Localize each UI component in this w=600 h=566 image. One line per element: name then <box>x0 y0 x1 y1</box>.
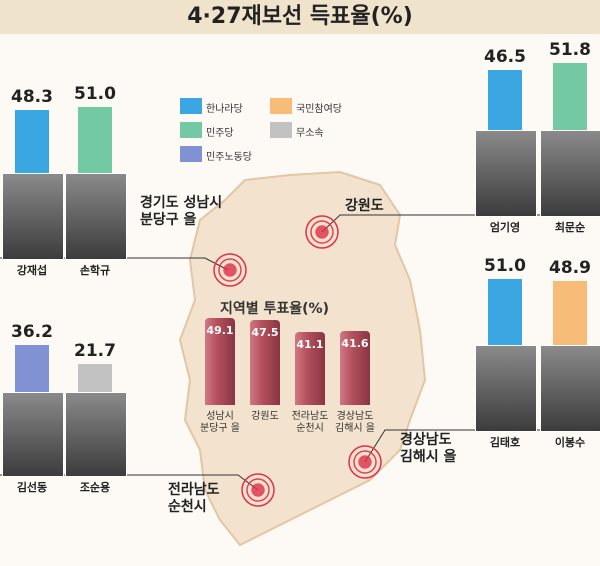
region-target <box>223 263 237 277</box>
candidate-photo <box>65 173 127 260</box>
turnout-bar <box>205 317 235 405</box>
region-target <box>358 455 372 469</box>
turnout-bar <box>340 330 370 405</box>
region-target <box>251 483 265 497</box>
turnout-bar <box>295 331 325 405</box>
vote-label: 51.0 <box>484 255 526 276</box>
vote-label: 48.9 <box>549 258 591 279</box>
legend-swatch <box>180 122 202 138</box>
turnout-title: 지역별 투표율(%) <box>220 301 329 317</box>
turnout-category: 경상남도 김해시 을 <box>335 411 375 434</box>
vote-bar <box>78 106 112 173</box>
region-target <box>353 450 377 474</box>
legend-label: 국민참여당 <box>296 104 342 115</box>
candidate-name: 이봉수 <box>554 436 586 449</box>
candidate-photo <box>540 130 600 217</box>
candidate-photo <box>65 392 127 477</box>
legend-label: 무소속 <box>296 128 324 139</box>
turnout-label: 41.1 <box>296 337 324 351</box>
vote-label: 21.7 <box>74 340 116 361</box>
region-target <box>246 478 270 502</box>
region-label: 강원도 <box>345 198 384 214</box>
legend-label: 민주노동당 <box>206 152 252 163</box>
candidate-name: 김선동 <box>16 481 48 494</box>
turnout-category: 전라남도 순천시 <box>291 411 329 434</box>
vote-label: 48.3 <box>11 87 53 108</box>
region-label: 경기도 성남시 분당구 을 <box>140 195 223 228</box>
region-label: 경상남도 김해시 을 <box>400 432 457 465</box>
vote-bar <box>553 281 587 345</box>
legend-swatch <box>180 146 202 162</box>
candidate-name: 조순용 <box>79 481 111 494</box>
vote-bar <box>15 110 49 173</box>
vote-bar <box>15 344 49 392</box>
legend-swatch <box>270 98 292 114</box>
legend-swatch <box>180 98 202 114</box>
region-target <box>305 215 339 249</box>
region-target <box>310 220 334 244</box>
candidate-name: 엄기영 <box>489 221 521 234</box>
turnout-label: 49.1 <box>206 323 234 337</box>
legend-label: 한나라당 <box>206 104 243 115</box>
turnout-category: 성남시 분당구 을 <box>200 411 240 434</box>
region-target <box>315 225 329 239</box>
legend-label: 민주당 <box>206 128 234 139</box>
candidate-name: 강재섭 <box>16 264 48 277</box>
region-target <box>213 253 247 287</box>
region-label: 전라남도 순천시 <box>168 482 220 515</box>
candidate-photo <box>2 392 64 477</box>
legend-swatch <box>270 122 292 138</box>
candidate-name: 손학규 <box>79 264 111 277</box>
region-target <box>348 445 382 479</box>
candidate-photo <box>2 173 64 260</box>
vote-label: 36.2 <box>11 321 53 342</box>
title: 4·27재보선 득표율(%) <box>0 0 600 34</box>
vote-bar <box>488 278 522 345</box>
region-target <box>241 473 275 507</box>
vote-label: 51.0 <box>74 83 116 104</box>
candidate-photo <box>475 130 537 217</box>
turnout-label: 47.5 <box>251 326 279 340</box>
candidate-photo <box>475 345 537 432</box>
candidate-name: 김태호 <box>489 436 521 449</box>
candidate-photo <box>540 345 600 432</box>
region-target <box>218 258 242 282</box>
turnout-bar <box>250 320 280 405</box>
vote-bar <box>553 62 587 130</box>
turnout-label: 41.6 <box>341 336 369 350</box>
vote-bar <box>78 363 112 392</box>
turnout-category: 강원도 <box>251 411 279 422</box>
vote-label: 51.8 <box>549 39 591 60</box>
vote-label: 46.5 <box>484 46 526 67</box>
candidate-name: 최문순 <box>554 221 586 234</box>
vote-bar <box>488 69 522 130</box>
